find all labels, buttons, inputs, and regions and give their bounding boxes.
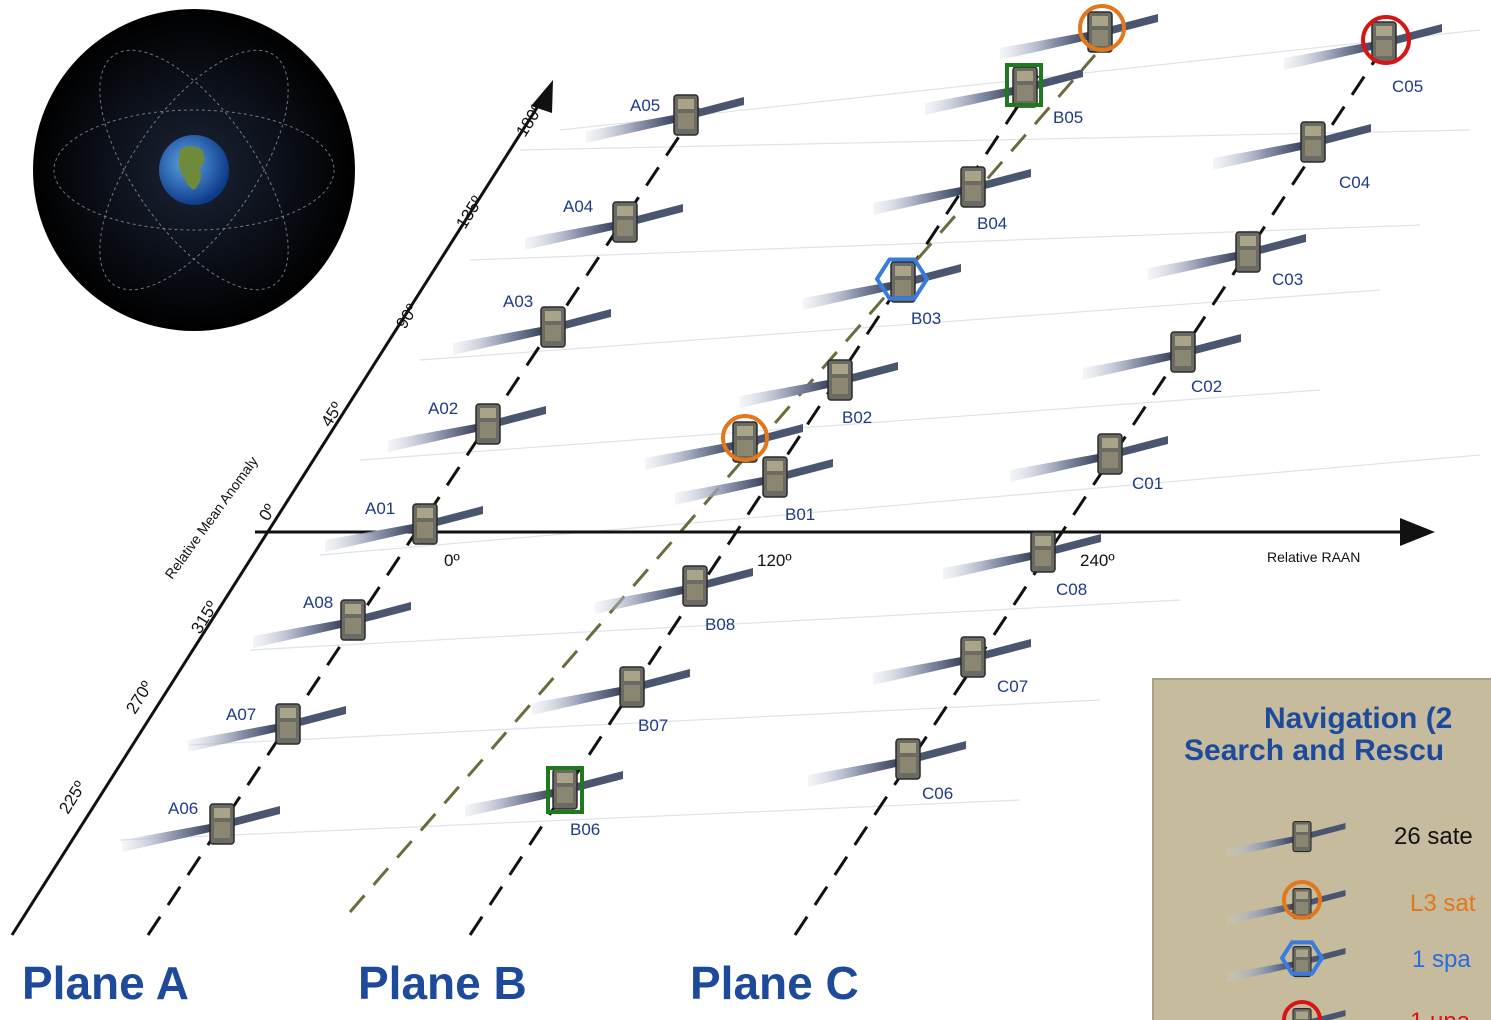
- satellite-c05: [1284, 21, 1442, 70]
- satellite-label: B05: [1053, 108, 1083, 127]
- satellite-b07: [532, 666, 690, 715]
- mean-anomaly-tick: 270º: [122, 678, 156, 717]
- satellite-label: B07: [638, 716, 668, 735]
- satellite-label: B02: [842, 408, 872, 427]
- mean-anomaly-tick: 315º: [187, 598, 221, 637]
- satellite-b06: [465, 768, 623, 817]
- satellite-a07: [188, 703, 346, 752]
- blue-hexagon-marker: [874, 257, 930, 301]
- satellite-label: A01: [365, 499, 395, 518]
- satellite-label: B08: [705, 615, 735, 634]
- satellite-c01: [1010, 433, 1168, 482]
- satellite-label: B06: [570, 820, 600, 839]
- satellite-c02: [1083, 331, 1241, 380]
- satellite-a01: [325, 503, 483, 552]
- satellite-label: C06: [922, 784, 953, 803]
- satellite-c08: [943, 531, 1101, 580]
- satellite-label: C04: [1339, 173, 1370, 192]
- satellite-label: A05: [630, 96, 660, 115]
- raan-tick-240: 240º: [1080, 551, 1115, 570]
- satellite-a05: [586, 94, 744, 143]
- satellite-label: C05: [1392, 77, 1423, 96]
- raan-tick-120: 120º: [757, 551, 792, 570]
- raan-axis-title: Relative RAAN: [1267, 549, 1360, 565]
- plane-b-title: Plane B: [358, 957, 527, 1009]
- satellite-a04: [525, 201, 683, 250]
- satellite-label: C07: [997, 677, 1028, 696]
- satellite-label: A02: [428, 399, 458, 418]
- mean-anomaly-tick: 225º: [55, 778, 89, 817]
- mean-anomaly-tick: 45º: [317, 399, 346, 430]
- raan-tick-0: 0º: [444, 551, 460, 570]
- satellite-a08: [253, 599, 411, 648]
- satellite-label: B01: [785, 505, 815, 524]
- plane-c-title: Plane C: [690, 957, 859, 1009]
- satellite-label: C08: [1056, 580, 1087, 599]
- orange-circle-marker: [721, 414, 769, 462]
- satellite-b04: [873, 166, 1031, 215]
- satellite-label: A08: [303, 593, 333, 612]
- satellite-a03: [453, 306, 611, 355]
- satellite-label: A04: [563, 197, 593, 216]
- satellite-label: C03: [1272, 270, 1303, 289]
- mean-anomaly-axis-title: Relative Mean Anomaly: [161, 453, 260, 581]
- satellite-b03: [803, 261, 961, 310]
- mean-anomaly-tick: 135º: [452, 193, 486, 232]
- satellite-l3-extra: [1000, 11, 1158, 60]
- status-markers: [546, 4, 1411, 814]
- satellite-c07: [873, 636, 1031, 685]
- satellite-a06: [122, 803, 280, 852]
- satellite-b01: [675, 456, 833, 505]
- satellites: A01 A02 A03 A04 A05 A08 A07 A06 B01 B02 B03 B04 B05 B…: [122, 11, 1442, 852]
- green-square-marker: [546, 766, 584, 814]
- satellite-b05: [925, 66, 1083, 115]
- red-circle-marker: [1361, 15, 1411, 65]
- satellite-b02: [740, 359, 898, 408]
- satellite-l3-extra: [645, 421, 803, 470]
- satellite-c06: [808, 738, 966, 787]
- orange-circle-marker: [1078, 4, 1126, 52]
- satellite-a02: [388, 403, 546, 452]
- satellite-c04: [1213, 121, 1371, 170]
- satellite-b08: [595, 565, 753, 614]
- satellite-label: B04: [977, 214, 1007, 233]
- satellite-label: A07: [226, 705, 256, 724]
- satellite-c03: [1148, 231, 1306, 280]
- satellite-label: C02: [1191, 377, 1222, 396]
- plane-a-title: Plane A: [22, 957, 190, 1009]
- satellite-label: A03: [503, 292, 533, 311]
- green-square-marker: [1005, 63, 1043, 107]
- raan-axis: [255, 518, 1435, 546]
- satellite-label: B03: [911, 309, 941, 328]
- satellite-label: A06: [168, 799, 198, 818]
- mean-anomaly-axis: [10, 80, 553, 936]
- satellite-label: C01: [1132, 474, 1163, 493]
- earth-globe-inset: [33, 9, 355, 331]
